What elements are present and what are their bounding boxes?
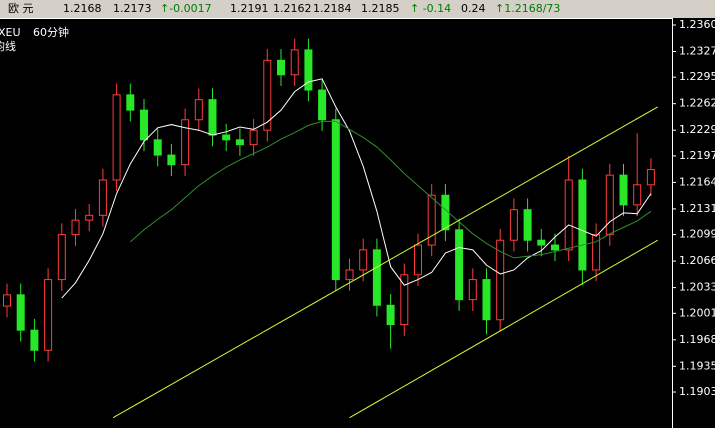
candle-body	[509, 209, 518, 241]
candle-body	[427, 194, 436, 246]
quote-field: 1.2168	[63, 2, 102, 15]
quote-field: 1.2185	[361, 2, 400, 15]
candle-body	[400, 274, 409, 326]
y-tick-label: 1.1935	[679, 359, 715, 372]
quote-field: 1.2162	[273, 2, 312, 15]
candle-body	[140, 109, 148, 141]
candle-body	[482, 279, 491, 321]
y-tick-label: 1.2099	[679, 228, 715, 241]
candle-body	[537, 239, 546, 246]
candle-body	[44, 279, 53, 351]
y-tick-label: 1.2229	[679, 123, 715, 136]
moving-average	[61, 78, 652, 299]
y-tick-label: 1.2033	[679, 281, 715, 294]
candle-body	[592, 234, 601, 271]
candle-body	[208, 99, 217, 136]
candle-body	[112, 94, 121, 181]
candle-body	[633, 184, 642, 206]
instrument-name: 欧 元	[8, 2, 34, 15]
candle-body	[249, 129, 258, 146]
indicator: 均线	[0, 39, 16, 53]
quote-field: ↑1.2168/73	[495, 2, 561, 15]
y-tick-label: 1.2327	[679, 44, 715, 57]
y-tick-label: 1.2131	[679, 202, 715, 215]
candle-body	[85, 214, 94, 221]
candle-body	[564, 179, 573, 251]
moving-average	[129, 120, 652, 259]
candle-body	[98, 179, 107, 216]
candle-body	[153, 139, 162, 156]
candle-body	[290, 49, 299, 76]
candle-body	[167, 154, 176, 166]
candle-body	[71, 219, 80, 236]
candle-body	[372, 249, 381, 306]
candle-body	[16, 294, 25, 331]
candle-body	[386, 304, 395, 326]
candle-body	[263, 59, 272, 131]
quote-field: 1.2184	[313, 2, 352, 15]
candle-body	[468, 279, 477, 301]
quote-field: ↑-0.0017	[160, 2, 212, 15]
quote-field: 1.2191	[230, 2, 269, 15]
candle-body	[523, 209, 532, 241]
quote-field: 1.2173	[113, 2, 152, 15]
candle-body	[277, 59, 285, 76]
candle-body	[126, 94, 135, 111]
candle-body	[331, 119, 340, 281]
candle-body	[619, 174, 628, 206]
candle-body	[235, 139, 244, 146]
candle-body	[30, 329, 39, 351]
candle-body	[414, 244, 422, 276]
quote-bar: 欧 元 1.2168 1.2173 ↑-0.0017 1.2191 1.2162…	[0, 0, 715, 18]
y-tick-label: 1.2262	[679, 97, 715, 110]
y-tick-label: 1.2001	[679, 306, 715, 319]
candle-body	[455, 229, 464, 301]
y-tick-label: 1.1968	[679, 333, 715, 346]
candle-body	[605, 174, 614, 236]
candle-body	[304, 49, 313, 91]
quote-field: 0.24	[461, 2, 486, 15]
candle-body	[181, 119, 190, 166]
candle-body	[646, 169, 655, 186]
candle-body	[57, 234, 66, 281]
symbol: XEU	[0, 26, 21, 39]
trend-line	[112, 106, 658, 419]
candle-body	[578, 179, 587, 271]
candle-body	[194, 99, 203, 121]
y-tick-label: 1.2164	[679, 175, 715, 188]
period: 60分钟	[33, 25, 69, 39]
candle-body	[551, 244, 559, 251]
candle-body	[3, 294, 11, 307]
candle-body	[318, 89, 327, 121]
trend-line	[349, 239, 658, 419]
y-tick-label: 1.1903	[679, 385, 715, 398]
candle-body	[496, 239, 505, 321]
candle-body	[345, 269, 354, 281]
quote-field: ↑ -0.14	[410, 2, 452, 15]
y-tick-label: 1.2360	[679, 18, 715, 31]
candle-body	[359, 249, 368, 271]
y-tick-label: 1.2295	[679, 70, 715, 83]
y-tick-label: 1.2066	[679, 254, 715, 267]
candle-body	[222, 134, 231, 141]
y-tick-label: 1.2197	[679, 149, 715, 162]
